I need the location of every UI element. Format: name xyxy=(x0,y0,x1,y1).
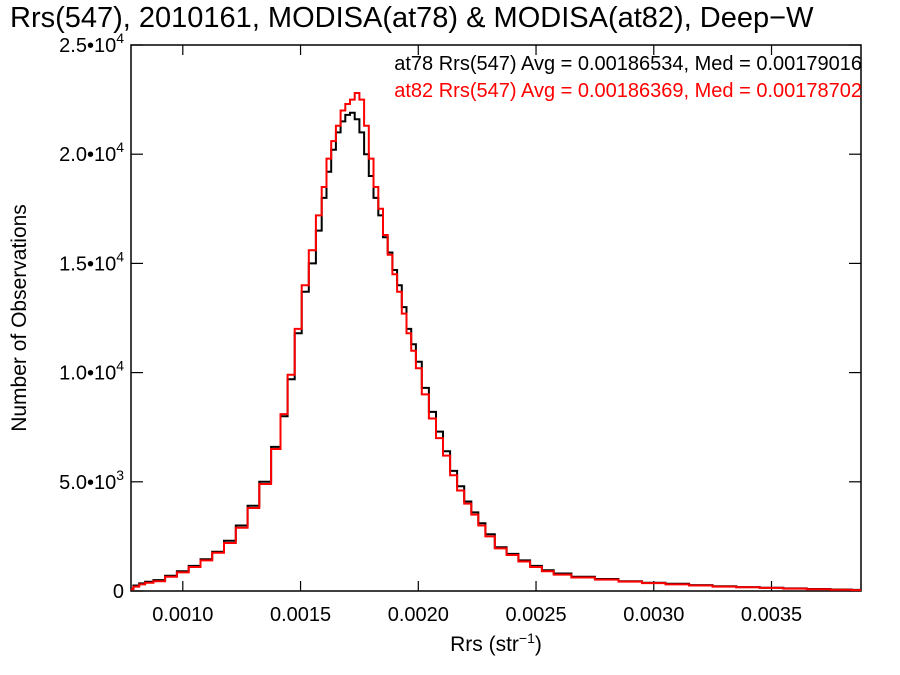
x-axis-label-superscript: −1 xyxy=(519,630,535,646)
x-axis-label-main: Rrs (str xyxy=(450,633,519,656)
y-tick-mantissa: 5.0•10 xyxy=(59,472,116,494)
series-at82-line xyxy=(131,92,861,592)
y-tick-mantissa: 0 xyxy=(113,581,124,603)
y-tick-mantissa: 1.0•10 xyxy=(59,363,116,385)
y-tick-exponent: 4 xyxy=(116,139,124,155)
y-tick-exponent: 3 xyxy=(116,467,124,483)
chart-title: Rrs(547), 2010161, MODISA(at78) & MODISA… xyxy=(10,2,814,34)
x-tick-label: 0.0035 xyxy=(741,604,802,626)
y-tick-label: 1.5•104 xyxy=(59,248,124,275)
y-tick-mantissa: 2.5•10 xyxy=(59,35,116,57)
series-at78-line xyxy=(131,111,861,591)
plot-frame xyxy=(130,44,862,592)
y-tick-exponent: 4 xyxy=(116,248,124,264)
y-tick-exponent: 4 xyxy=(116,358,124,374)
y-tick-label: 1.0•104 xyxy=(59,358,124,385)
x-tick-label: 0.0025 xyxy=(505,604,566,626)
x-axis: 0.0010 0.0015 0.0020 0.0025 0.0030 0.0035 xyxy=(152,45,802,626)
annotation-at82: at82 Rrs(547) Avg = 0.00186369, Med = 0.… xyxy=(394,80,862,102)
y-tick-mantissa: 1.5•10 xyxy=(59,253,116,275)
y-tick-mantissa: 2.0•10 xyxy=(59,144,116,166)
y-axis-label: Number of Observations xyxy=(8,204,31,432)
x-axis-label-end: ) xyxy=(535,633,542,656)
annotation-at78: at78 Rrs(547) Avg = 0.00186534, Med = 0.… xyxy=(394,53,862,75)
y-tick-label: 0 xyxy=(113,581,124,603)
x-axis-label: Rrs (str−1) xyxy=(450,630,542,656)
y-tick-exponent: 4 xyxy=(116,30,124,46)
y-tick-label: 2.5•104 xyxy=(59,30,124,57)
y-tick-label: 5.0•103 xyxy=(59,467,124,494)
x-tick-label: 0.0020 xyxy=(388,604,449,626)
y-tick-label: 2.0•104 xyxy=(59,139,124,166)
x-tick-label: 0.0010 xyxy=(152,604,213,626)
x-tick-label: 0.0015 xyxy=(270,604,331,626)
x-tick-label: 0.0030 xyxy=(623,604,684,626)
